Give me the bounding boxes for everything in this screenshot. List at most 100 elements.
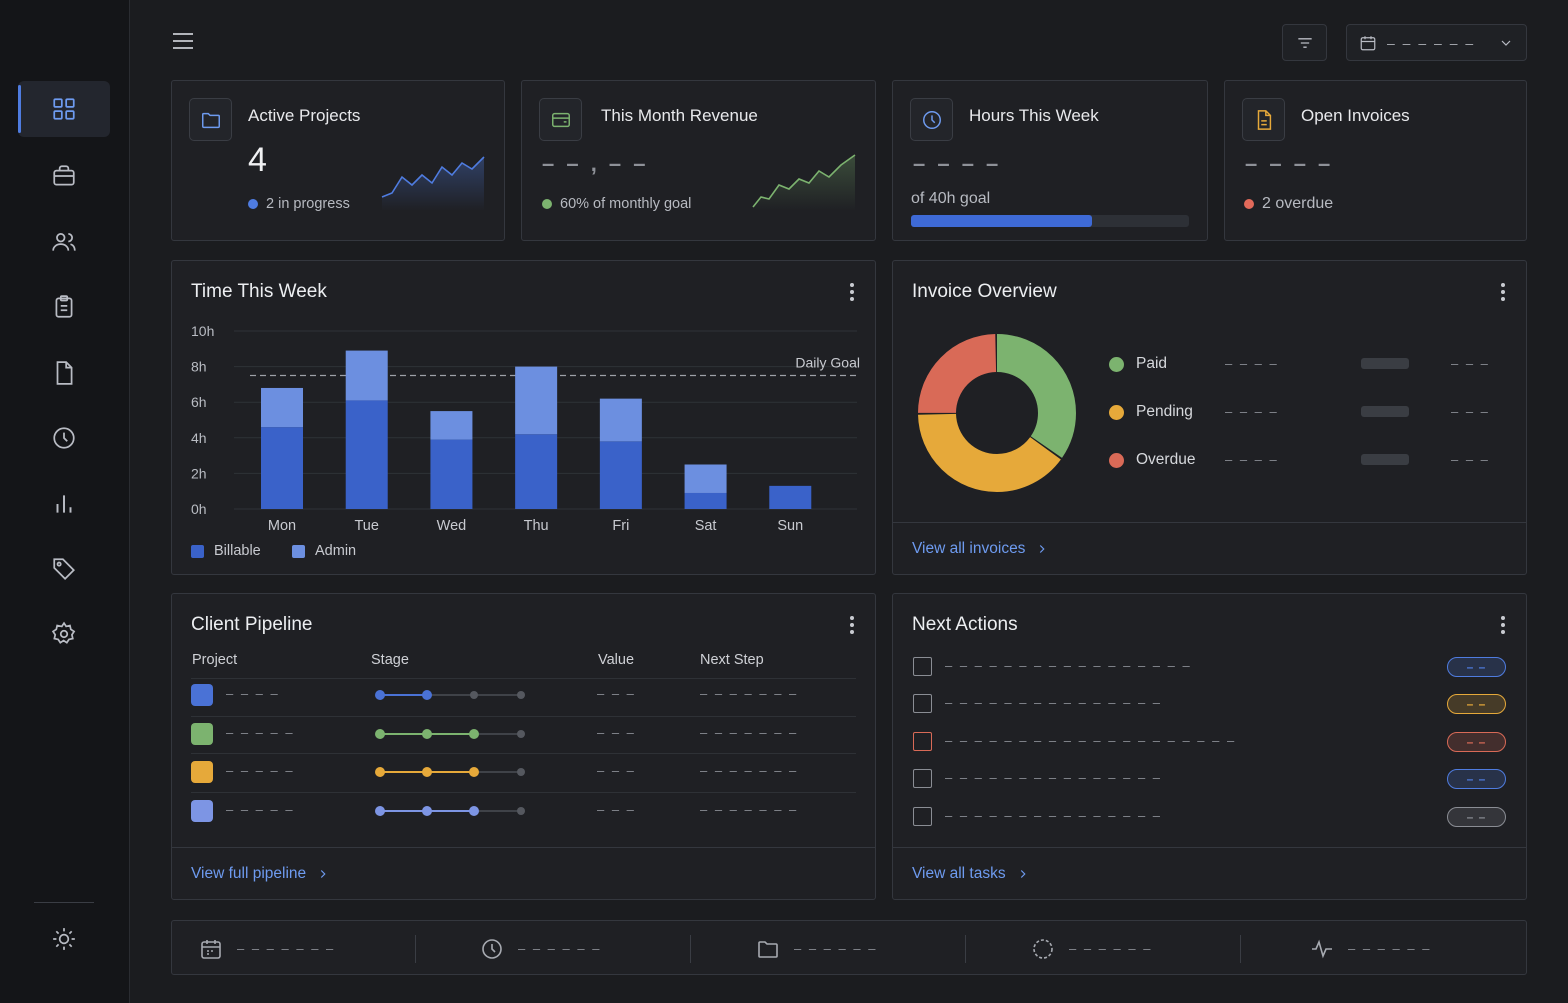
view-all-tasks-link[interactable]: View all tasks (893, 847, 1526, 899)
more-options-icon[interactable] (849, 614, 855, 636)
stat-card-hours[interactable]: Hours This Week – – – – of 40h goal (892, 80, 1208, 241)
clock-icon (53, 427, 75, 449)
stat-title: Hours This Week (969, 106, 1099, 125)
sidebar-item-reports[interactable] (18, 476, 110, 532)
stage-dot-complete (375, 806, 385, 816)
stage-dot-complete (375, 767, 385, 777)
sidebar-item-clients[interactable] (18, 214, 110, 270)
status-item-activity: – – – – – – (1310, 921, 1431, 976)
more-options-icon[interactable] (1500, 281, 1506, 303)
bottom-status-bar: – – – – – – – – – – – – – – – – – – – – … (171, 920, 1527, 975)
spinner-icon (1033, 938, 1053, 959)
bar-admin (345, 350, 388, 401)
invoice-overview-panel: Invoice Overview Paid – – – – – – – Pending… (892, 260, 1527, 575)
sidebar-item-tags[interactable] (18, 541, 110, 597)
sidebar-divider (34, 902, 94, 903)
stat-card-invoices[interactable]: Open Invoices – – – – 2 overdue (1224, 80, 1527, 241)
stage-dot-complete (469, 767, 479, 777)
stage-dot-pending (517, 768, 525, 776)
stat-value: – – – – (1245, 151, 1334, 176)
y-tick-label: 10h (191, 323, 214, 339)
column-header-next-step: Next Step (700, 652, 764, 668)
legend-dot (1109, 405, 1124, 420)
sidebar-item-time[interactable] (18, 410, 110, 466)
stat-title: Active Projects (248, 106, 361, 125)
task-checkbox[interactable] (913, 732, 932, 751)
task-checkbox[interactable] (913, 807, 932, 826)
status-item-folder: – – – – – – (756, 921, 877, 976)
users-icon (52, 233, 76, 251)
stage-dot-complete (422, 729, 432, 739)
stat-title: This Month Revenue (601, 106, 758, 125)
x-tick-label: Mon (268, 518, 296, 534)
task-checkbox[interactable] (913, 769, 932, 788)
panel-title: Time This Week (191, 281, 327, 302)
chevron-right-icon (1020, 869, 1026, 878)
project-color-swatch (191, 723, 213, 745)
bar-billable (684, 492, 727, 509)
panel-title: Client Pipeline (191, 614, 313, 635)
task-checkbox[interactable] (913, 694, 932, 713)
task-text: – – – – – – – – – – – – – – – (945, 770, 1163, 785)
more-options-icon[interactable] (1500, 614, 1506, 636)
bar-chart-icon (56, 495, 72, 513)
bar-billable (769, 485, 812, 509)
bar-admin (261, 387, 303, 428)
stage-progress (375, 729, 525, 739)
bar-billable (515, 434, 558, 509)
client-pipeline-panel: Client Pipeline Project Stage Value Next… (171, 593, 876, 900)
project-name: – – – – – (226, 802, 295, 817)
stage-dot-complete (422, 806, 432, 816)
separator (690, 935, 691, 963)
invoice-amount: – – – (1451, 404, 1490, 419)
legend-billable: Billable (191, 543, 261, 559)
project-name: – – – – (226, 686, 280, 701)
filter-button[interactable] (1282, 24, 1327, 61)
bar-billable (261, 427, 303, 509)
x-tick-label: Sun (777, 518, 803, 534)
stat-subtext-label: 2 overdue (1262, 195, 1334, 212)
status-dot (542, 199, 552, 209)
legend-label: Billable (214, 543, 261, 559)
more-options-icon[interactable] (849, 281, 855, 303)
stat-subtext: 60% of monthly goal (542, 196, 691, 212)
row-divider (191, 792, 856, 793)
stat-subtext-label: 60% of monthly goal (560, 196, 692, 212)
hours-progress-fill (911, 215, 1092, 227)
legend-label: Paid (1136, 355, 1168, 372)
sidebar-item-dashboard[interactable] (18, 81, 110, 137)
view-full-pipeline-link[interactable]: View full pipeline (172, 847, 875, 899)
column-header-value: Value (598, 652, 635, 668)
sidebar-item-projects[interactable] (18, 148, 110, 204)
task-checkbox[interactable] (913, 657, 932, 676)
project-name: – – – – – (226, 763, 295, 778)
project-name: – – – – – (226, 725, 295, 740)
legend-label: Overdue (1136, 451, 1196, 468)
view-all-invoices-link[interactable]: View all invoices (893, 522, 1526, 574)
footer-link-label: View all tasks (912, 864, 1006, 882)
sidebar-item-documents[interactable] (18, 345, 110, 401)
invoice-bar-placeholder (1361, 406, 1409, 417)
stat-card-active-projects[interactable]: Active Projects 4 2 in progress (171, 80, 505, 241)
theme-toggle[interactable] (18, 911, 110, 967)
calendar-icon (1360, 35, 1376, 50)
file-icon (56, 361, 73, 385)
date-range-select[interactable]: – – – – – – (1346, 24, 1527, 61)
stat-card-revenue[interactable]: This Month Revenue – – , – – 60% of mont… (521, 80, 876, 241)
bar-admin (430, 411, 473, 440)
sidebar-item-settings[interactable] (18, 606, 110, 662)
separator (415, 935, 416, 963)
filter-icon (1297, 37, 1312, 48)
hours-progress-track (911, 215, 1189, 227)
time-bar-chart: 0h 2h 4h 6h 8h 10h Daily Goal Mon Tue Wed Thu Fri Sa… (191, 323, 860, 534)
menu-button[interactable] (170, 28, 196, 54)
panel-title: Invoice Overview (912, 281, 1057, 302)
invoice-donut-chart (918, 334, 1076, 492)
legend-row-paid: Paid – – – – – – – (1109, 353, 1509, 375)
stage-dot-complete (422, 690, 432, 700)
status-item-text: – – – – – – (794, 941, 878, 956)
folder-icon (189, 98, 232, 141)
legend-swatch (292, 544, 305, 558)
gear-icon (51, 621, 76, 644)
sidebar-item-tasks[interactable] (18, 279, 110, 335)
